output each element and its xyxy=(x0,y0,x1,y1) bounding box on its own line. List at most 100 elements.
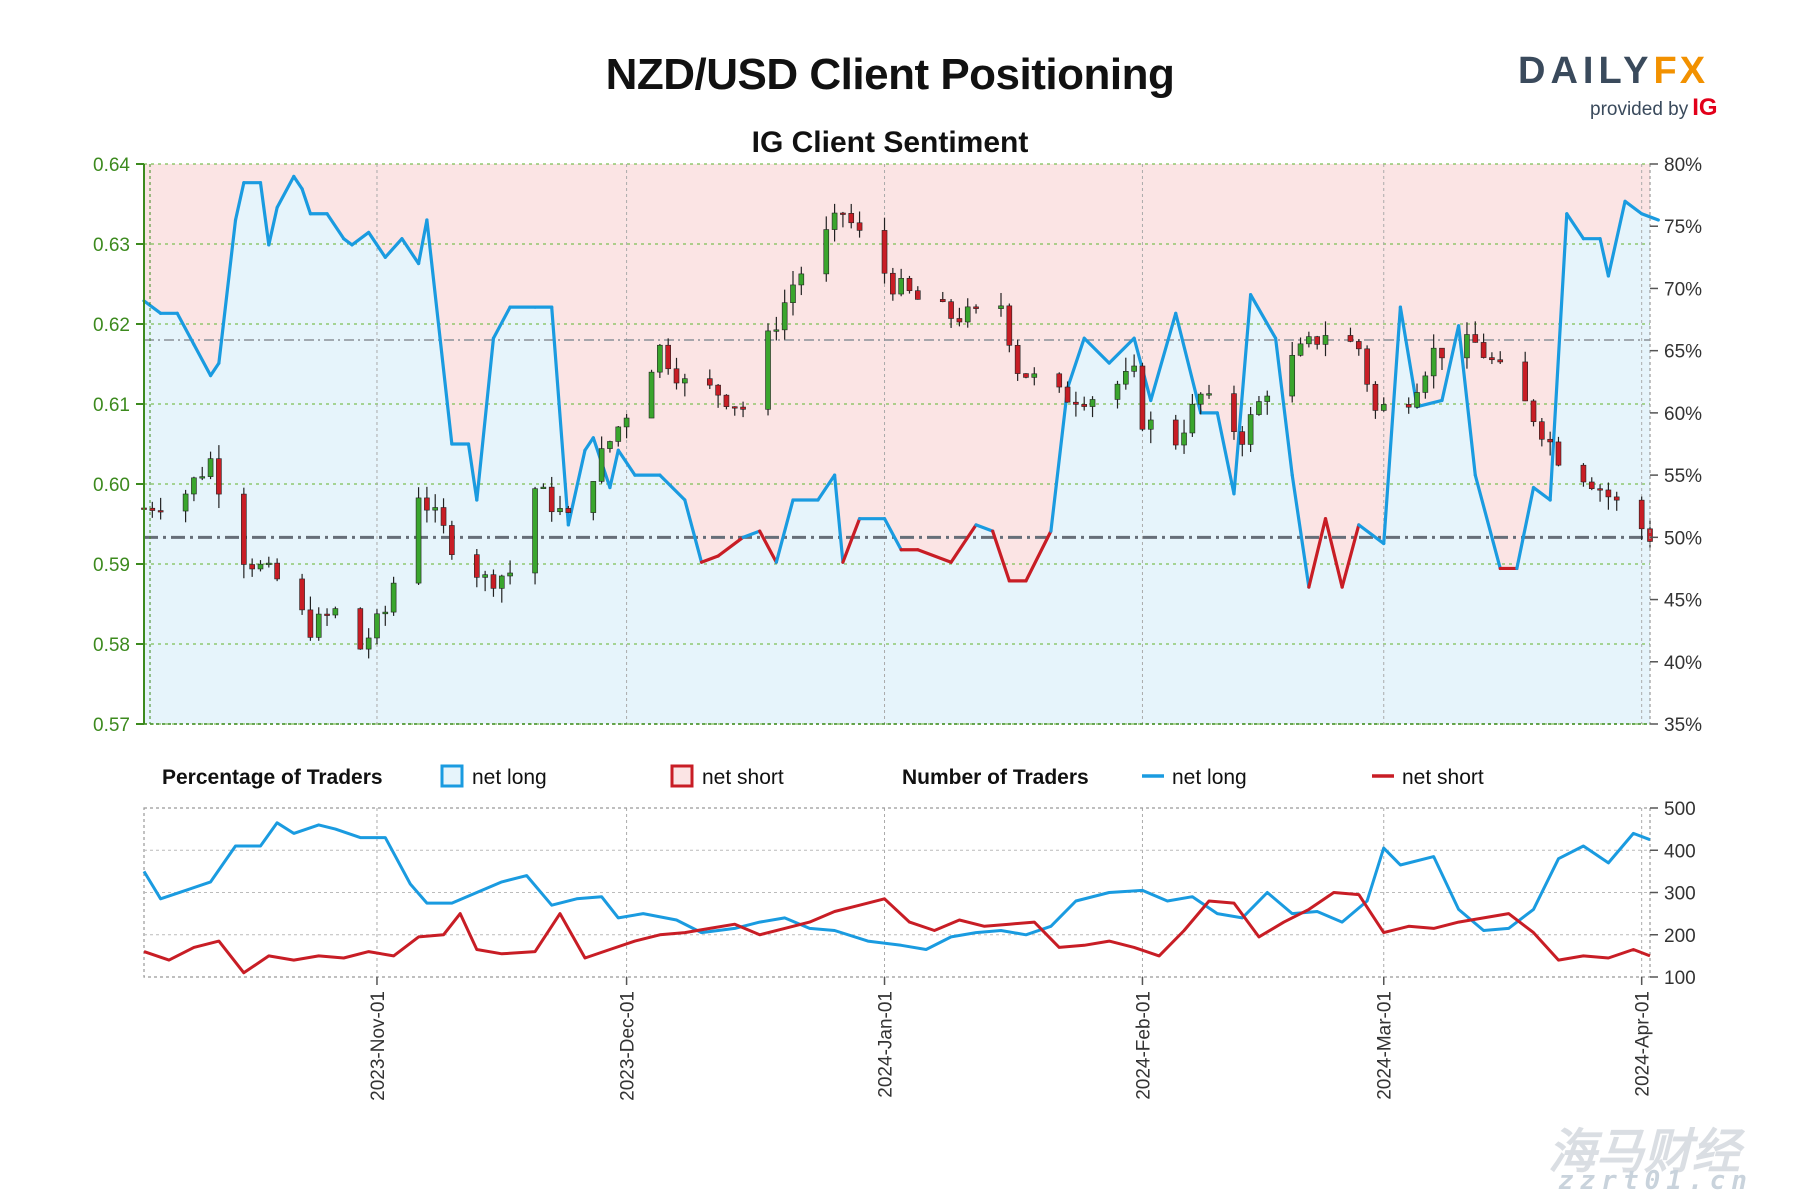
candle-up xyxy=(648,371,655,419)
count-tick-label: 500 xyxy=(1664,799,1696,820)
candle-up xyxy=(1247,414,1254,445)
candle-up xyxy=(998,305,1004,309)
sentiment-line-segment xyxy=(608,448,620,490)
candle-up xyxy=(1123,371,1129,385)
price-tick-label: 0.58 xyxy=(93,635,130,656)
candle-down xyxy=(1064,386,1071,403)
net-short-count-line xyxy=(143,891,1651,975)
sentiment-line-segment xyxy=(1082,336,1111,365)
watermark-text: 海马财经 xyxy=(1548,1124,1741,1180)
count-tick-label: 100 xyxy=(1664,968,1696,989)
sentiment-line-segment xyxy=(491,305,512,340)
logo-provided-by: provided by IG xyxy=(1590,94,1718,122)
sentiment-line-segment xyxy=(1174,311,1203,415)
candle-down xyxy=(1638,499,1645,530)
candle-down xyxy=(565,508,572,513)
sentiment-line-segment xyxy=(300,187,313,216)
candle-down xyxy=(1372,383,1379,411)
sentiment-line-segment xyxy=(1398,305,1419,409)
candle-down xyxy=(474,554,480,578)
sentiment-line-segment xyxy=(882,517,903,552)
candle-up xyxy=(432,507,439,511)
candle-down xyxy=(1472,334,1479,343)
candle-up xyxy=(682,378,688,384)
sentiment-line-segment xyxy=(583,436,595,452)
sentiment-line-segment xyxy=(841,517,862,564)
sentiment-line-segment xyxy=(192,342,213,378)
chart-subtitle: IG Client Sentiment xyxy=(751,126,1029,159)
candle-down xyxy=(706,378,713,386)
sentiment-line-segment xyxy=(1232,293,1253,496)
candle-up xyxy=(532,488,538,574)
candle-down xyxy=(324,613,330,616)
sentiment-line-segment xyxy=(774,498,795,564)
candle-up xyxy=(390,582,397,613)
candle-up xyxy=(657,344,663,373)
candle-down xyxy=(1073,401,1079,405)
candle-down xyxy=(1239,431,1246,445)
sentiment-line-segment xyxy=(175,311,196,347)
candle-down xyxy=(1405,404,1412,408)
sentiment-line-segment xyxy=(1531,485,1552,502)
candle-up xyxy=(415,497,422,584)
watermark-url: zzrt01.cn xyxy=(1558,1166,1753,1196)
sentiment-line-segment xyxy=(1340,523,1361,589)
sentiment-line-segment xyxy=(1065,336,1086,390)
net-long-count-line xyxy=(142,821,1651,951)
candle-up xyxy=(374,613,380,639)
candle-down xyxy=(906,278,913,292)
logo-brand-accent: FX xyxy=(1653,50,1709,92)
candle-down xyxy=(216,458,222,495)
candle-down xyxy=(1547,438,1553,443)
sentiment-line-segment xyxy=(325,212,346,241)
sentiment-line-segment xyxy=(425,218,454,446)
sentiment-line-segment xyxy=(1440,324,1461,403)
candle-up xyxy=(266,562,272,565)
date-tick-label: 2024-Apr-01 xyxy=(1633,991,1654,1097)
candle-down xyxy=(715,384,721,396)
candle-down xyxy=(723,394,730,407)
sentiment-line-segment xyxy=(1415,398,1444,409)
candle-down xyxy=(149,507,156,511)
candle-up xyxy=(1380,404,1387,411)
candle-up xyxy=(1322,335,1329,345)
candle-up xyxy=(191,477,197,495)
sentiment-line-segment xyxy=(699,554,720,564)
percentage-tick-label: 50% xyxy=(1664,528,1702,549)
candle-down xyxy=(1647,528,1653,542)
sentiment-line-segment xyxy=(292,174,304,191)
candle-up xyxy=(831,212,838,230)
candle-down xyxy=(1056,373,1063,388)
price-tick-label: 0.57 xyxy=(93,715,130,736)
candle-up xyxy=(1131,365,1137,372)
candle-up xyxy=(1089,399,1096,407)
candle-up xyxy=(964,306,971,323)
chart-title: NZD/USD Client Positioning xyxy=(605,50,1175,99)
percentage-tick-label: 80% xyxy=(1664,155,1702,176)
candle-down xyxy=(1530,400,1537,423)
chart-legend: Percentage of Traders net long net short… xyxy=(162,764,1484,789)
dailyfx-logo: DAILYFX provided by IG xyxy=(1518,50,1728,122)
candle-up xyxy=(1422,375,1429,393)
candle-up xyxy=(1197,393,1204,405)
candle-down xyxy=(249,564,255,570)
candle-down xyxy=(1497,359,1504,363)
sentiment-line-segment xyxy=(1548,212,1569,502)
sentiment-line-segment xyxy=(716,535,745,558)
candle-down xyxy=(1023,373,1029,378)
price-tick-label: 0.60 xyxy=(93,475,130,496)
count-tick-label: 200 xyxy=(1664,926,1696,947)
sentiment-line-segment xyxy=(683,498,704,564)
sentiment-line-segment xyxy=(1457,324,1477,477)
candle-down xyxy=(915,290,921,300)
candle-up xyxy=(1147,419,1154,430)
sentiment-line-segment xyxy=(416,218,429,266)
candle-up xyxy=(1430,347,1437,377)
sentiment-line-segment xyxy=(1515,485,1536,571)
candle-down xyxy=(973,306,979,309)
candle-up xyxy=(590,481,597,513)
candle-down xyxy=(890,272,896,295)
legend-net-short-swatch xyxy=(670,764,694,788)
candle-down xyxy=(1314,336,1320,345)
percentage-tick-label: 55% xyxy=(1664,466,1702,487)
